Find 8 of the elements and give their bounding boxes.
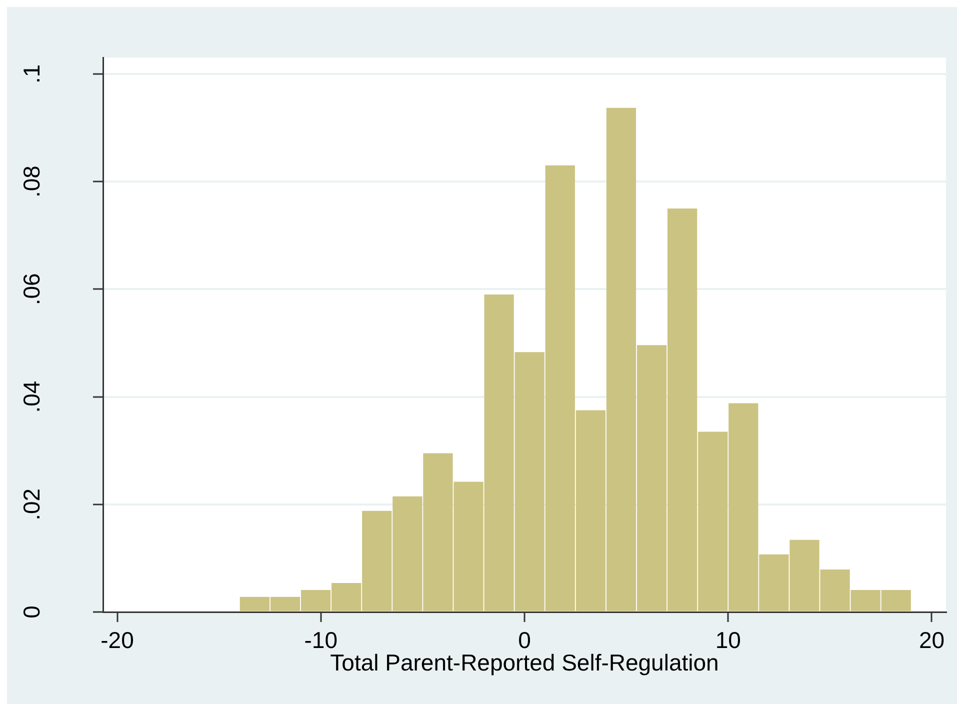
y-tick-label: .06 <box>18 273 44 306</box>
y-tick-label: 0 <box>18 606 44 618</box>
x-tick-label: -20 <box>100 627 134 654</box>
y-tick-label: .08 <box>18 166 44 198</box>
x-tick-label: 20 <box>918 627 945 654</box>
y-tick-label: .04 <box>18 380 44 413</box>
y-tick-label: .1 <box>18 64 44 84</box>
y-tick-label: .02 <box>18 488 44 520</box>
